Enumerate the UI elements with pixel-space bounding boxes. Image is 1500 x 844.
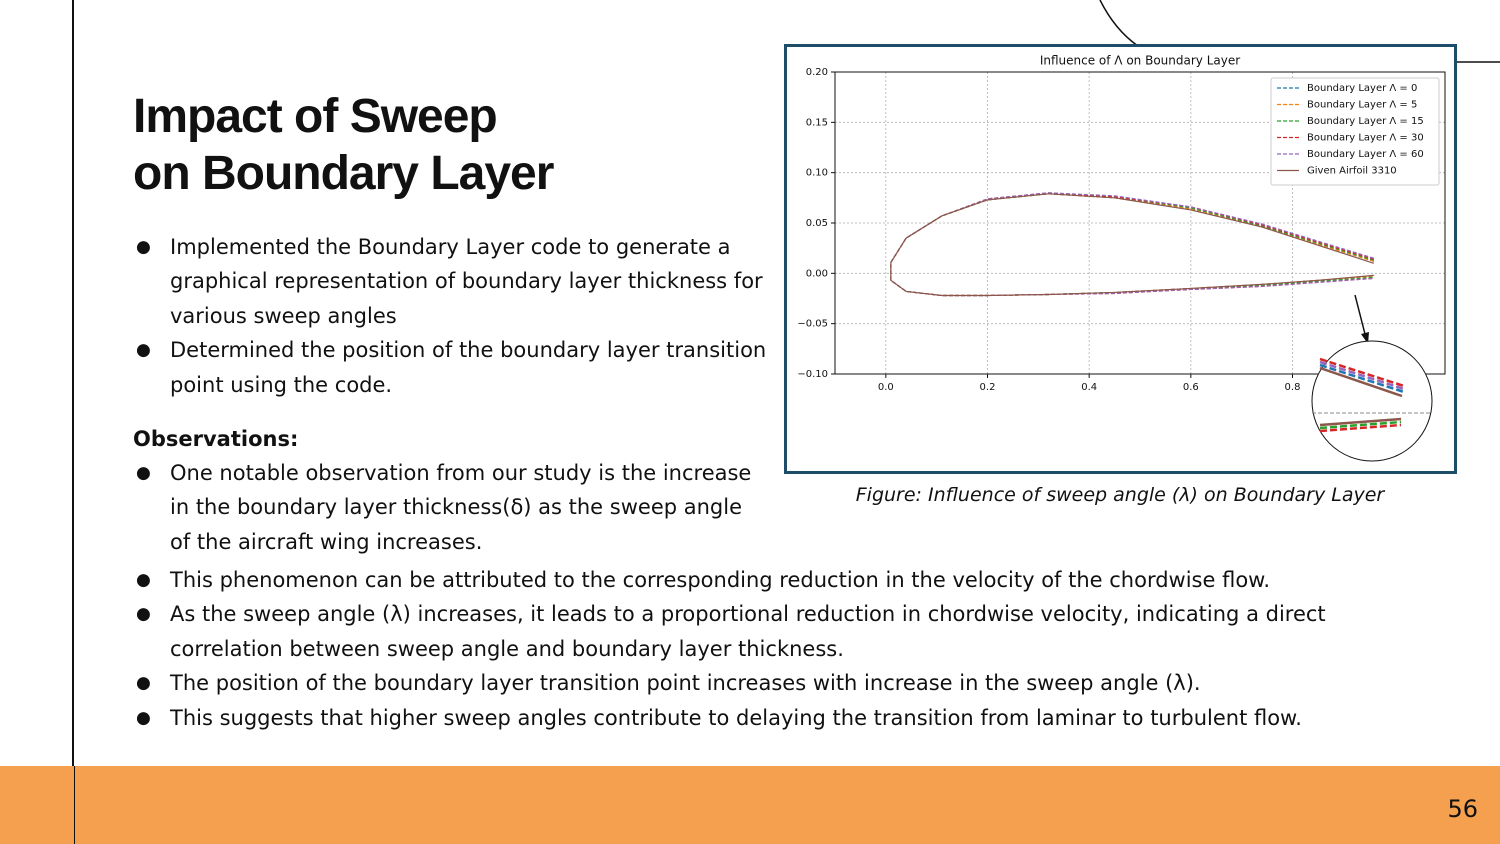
legend-label: Boundary Layer Λ = 60 xyxy=(1307,149,1424,160)
bullet: This phenomenon can be attributed to the… xyxy=(136,563,1440,598)
bullet: The position of the boundary layer trans… xyxy=(136,666,1440,701)
title-line: Impact of Sweep xyxy=(133,90,498,143)
legend-box xyxy=(1270,77,1440,186)
zoom-circle xyxy=(1311,340,1433,462)
zoom-trace xyxy=(1319,417,1402,427)
chart-title: Influence of Λ on Boundary Layer xyxy=(1040,54,1240,68)
bullet: One notable observation from our study i… xyxy=(136,456,760,559)
y-tick-label: 0.10 xyxy=(806,168,828,179)
y-tick-label: 0.15 xyxy=(806,117,828,128)
zoom-inset xyxy=(1311,294,1433,462)
y-tick-label: −0.05 xyxy=(797,319,828,330)
bullet: As the sweep angle (λ) increases, it lea… xyxy=(136,597,1440,666)
zoom-arrow xyxy=(1354,294,1367,339)
y-tick-label: 0.05 xyxy=(806,218,828,229)
bullet: Determined the position of the boundary … xyxy=(136,333,780,402)
plot-frame xyxy=(834,71,1446,375)
zoom-trace xyxy=(1319,357,1405,388)
figure-caption: Figure: Influence of sweep angle (λ) on … xyxy=(855,484,1385,506)
legend-label: Boundary Layer Λ = 30 xyxy=(1307,133,1424,144)
bullet: This suggests that higher sweep angles c… xyxy=(136,701,1440,736)
observation-list: One notable observation from our study i… xyxy=(133,456,760,559)
zoom-trace xyxy=(1319,423,1402,433)
x-tick-label: 0.6 xyxy=(1183,382,1199,393)
zoom-trace xyxy=(1319,366,1403,398)
left-rule xyxy=(74,766,75,844)
bullet: Implemented the Boundary Layer code to g… xyxy=(136,230,780,333)
left-rule xyxy=(72,0,74,844)
legend-label: Boundary Layer Λ = 15 xyxy=(1307,116,1424,127)
x-tick-label: 0.0 xyxy=(878,382,894,393)
y-tick-label: −0.10 xyxy=(797,369,828,380)
title-line: on Boundary Layer xyxy=(133,147,554,200)
y-tick-label: 0.00 xyxy=(806,268,828,279)
legend-label: Boundary Layer Λ = 5 xyxy=(1307,100,1417,111)
x-tick-label: 0.2 xyxy=(980,382,996,393)
x-tick-label: 0.4 xyxy=(1081,382,1097,393)
zoom-trace xyxy=(1319,360,1405,391)
legend-label: Given Airfoil 3310 xyxy=(1307,166,1397,177)
decor-arc xyxy=(1099,0,1500,63)
observations-heading: Observations: xyxy=(133,427,299,451)
page-number: 56 xyxy=(1447,795,1478,823)
zoom-trace xyxy=(1319,420,1402,430)
x-tick-label: 0.8 xyxy=(1285,382,1301,393)
footer-band xyxy=(0,766,1500,844)
zoom-trace xyxy=(1319,363,1405,394)
y-tick-label: 0.20 xyxy=(806,67,828,78)
series-line xyxy=(890,193,1375,297)
legend-label: Boundary Layer Λ = 0 xyxy=(1307,83,1417,94)
chart: Influence of Λ on Boundary Layer −0.10 −0… xyxy=(784,44,1457,474)
slide-title: Impact of Sweep on Boundary Layer xyxy=(133,88,554,202)
bullet-list: Implemented the Boundary Layer code to g… xyxy=(133,230,780,402)
observation-list: This phenomenon can be attributed to the… xyxy=(133,563,1440,735)
arc xyxy=(1099,0,1139,47)
